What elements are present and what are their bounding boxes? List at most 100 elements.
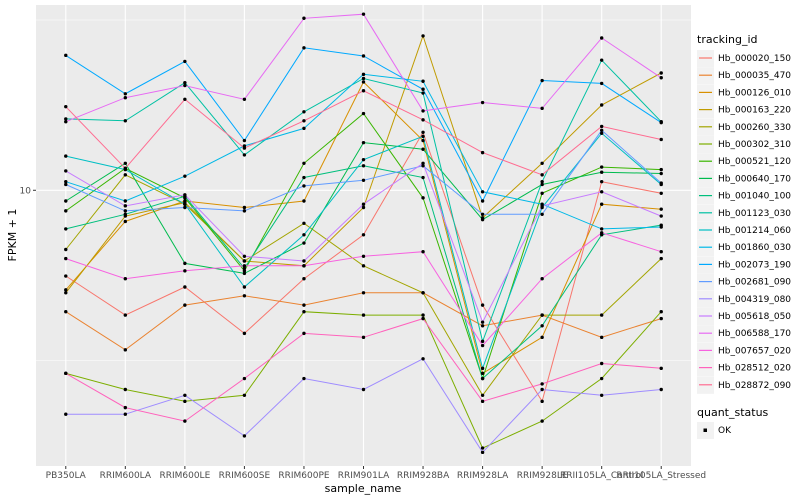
data-point <box>64 227 68 231</box>
data-point <box>123 161 128 166</box>
data-point <box>480 393 485 398</box>
legend-label: Hb_005618_050 <box>718 312 791 322</box>
data-point <box>64 247 68 252</box>
data-point <box>421 313 425 317</box>
data-point <box>480 199 485 203</box>
x-tick-label: RRIM928LA <box>457 471 509 481</box>
data-point <box>302 376 306 381</box>
data-point <box>599 131 604 135</box>
data-point <box>540 419 544 423</box>
data-point <box>421 118 425 122</box>
data-point <box>659 120 663 125</box>
data-point <box>599 103 604 107</box>
data-point <box>540 276 544 281</box>
data-point <box>659 316 663 321</box>
data-point <box>123 96 128 100</box>
data-point <box>480 217 485 222</box>
data-point <box>361 12 366 16</box>
data-point <box>123 276 128 281</box>
data-point <box>659 309 663 314</box>
data-point <box>123 119 128 123</box>
data-point <box>64 154 68 158</box>
quant-status-label: OK <box>718 426 732 436</box>
data-point <box>123 204 128 208</box>
data-point <box>480 100 485 105</box>
data-point <box>480 150 485 155</box>
data-point <box>480 399 485 404</box>
data-point <box>123 166 128 171</box>
data-points <box>64 12 663 455</box>
data-point <box>540 106 544 111</box>
data-point <box>302 259 306 263</box>
data-point <box>183 285 187 289</box>
data-point <box>64 309 68 314</box>
data-point <box>540 161 544 166</box>
x-tick-label: RRIM600LA <box>100 471 152 481</box>
data-point <box>480 212 485 217</box>
data-point <box>659 250 663 254</box>
data-point <box>242 269 247 273</box>
data-point <box>421 147 425 151</box>
data-point <box>64 182 68 187</box>
data-point <box>480 303 485 307</box>
data-point <box>242 331 247 336</box>
data-point <box>64 256 68 261</box>
data-point <box>361 335 366 340</box>
data-point <box>361 157 366 162</box>
data-point <box>599 202 604 206</box>
data-point <box>480 324 485 328</box>
data-point <box>540 335 544 340</box>
data-point <box>242 434 247 438</box>
data-point <box>361 178 366 182</box>
data-point <box>302 303 306 307</box>
data-point <box>183 174 187 178</box>
data-point <box>361 76 366 81</box>
data-point <box>123 313 128 317</box>
y-axis-ticks: 10 <box>20 186 36 196</box>
data-point <box>242 285 247 289</box>
data-point <box>183 419 187 423</box>
legend-point-symbol <box>703 428 707 432</box>
data-point <box>361 387 366 392</box>
data-point <box>302 119 306 123</box>
data-point <box>183 261 187 266</box>
data-point <box>540 387 544 392</box>
data-point <box>361 54 366 58</box>
data-point <box>242 138 247 143</box>
data-point <box>599 231 604 235</box>
data-point <box>659 387 663 392</box>
data-point <box>361 254 366 258</box>
data-point <box>480 376 485 381</box>
data-point <box>64 119 68 124</box>
data-point <box>421 134 425 139</box>
legend-label: Hb_002073_190 <box>718 260 791 270</box>
data-point <box>421 34 425 38</box>
data-point <box>123 387 128 392</box>
data-point <box>659 167 663 172</box>
data-point <box>302 199 306 203</box>
data-point <box>302 46 306 50</box>
data-point <box>64 104 68 109</box>
y-axis-title: FPKM + 1 <box>6 209 19 262</box>
data-point <box>361 233 366 237</box>
data-point <box>242 294 247 298</box>
data-point <box>421 130 425 134</box>
data-point <box>64 291 68 295</box>
data-point <box>659 191 663 195</box>
data-point <box>242 264 247 268</box>
data-point <box>242 393 247 398</box>
data-point <box>421 164 425 168</box>
data-point <box>64 169 68 173</box>
data-point <box>540 182 544 187</box>
legend-label: Hb_001860_030 <box>718 243 791 253</box>
data-point <box>183 303 187 307</box>
data-point <box>421 175 425 180</box>
data-point <box>659 181 663 185</box>
data-point <box>659 207 663 211</box>
legend-label: Hb_007657_020 <box>718 346 791 356</box>
x-tick-label: PB350LA <box>46 471 87 481</box>
data-point <box>302 233 306 237</box>
data-point <box>599 361 604 366</box>
data-point <box>421 316 425 321</box>
data-point <box>64 274 68 278</box>
